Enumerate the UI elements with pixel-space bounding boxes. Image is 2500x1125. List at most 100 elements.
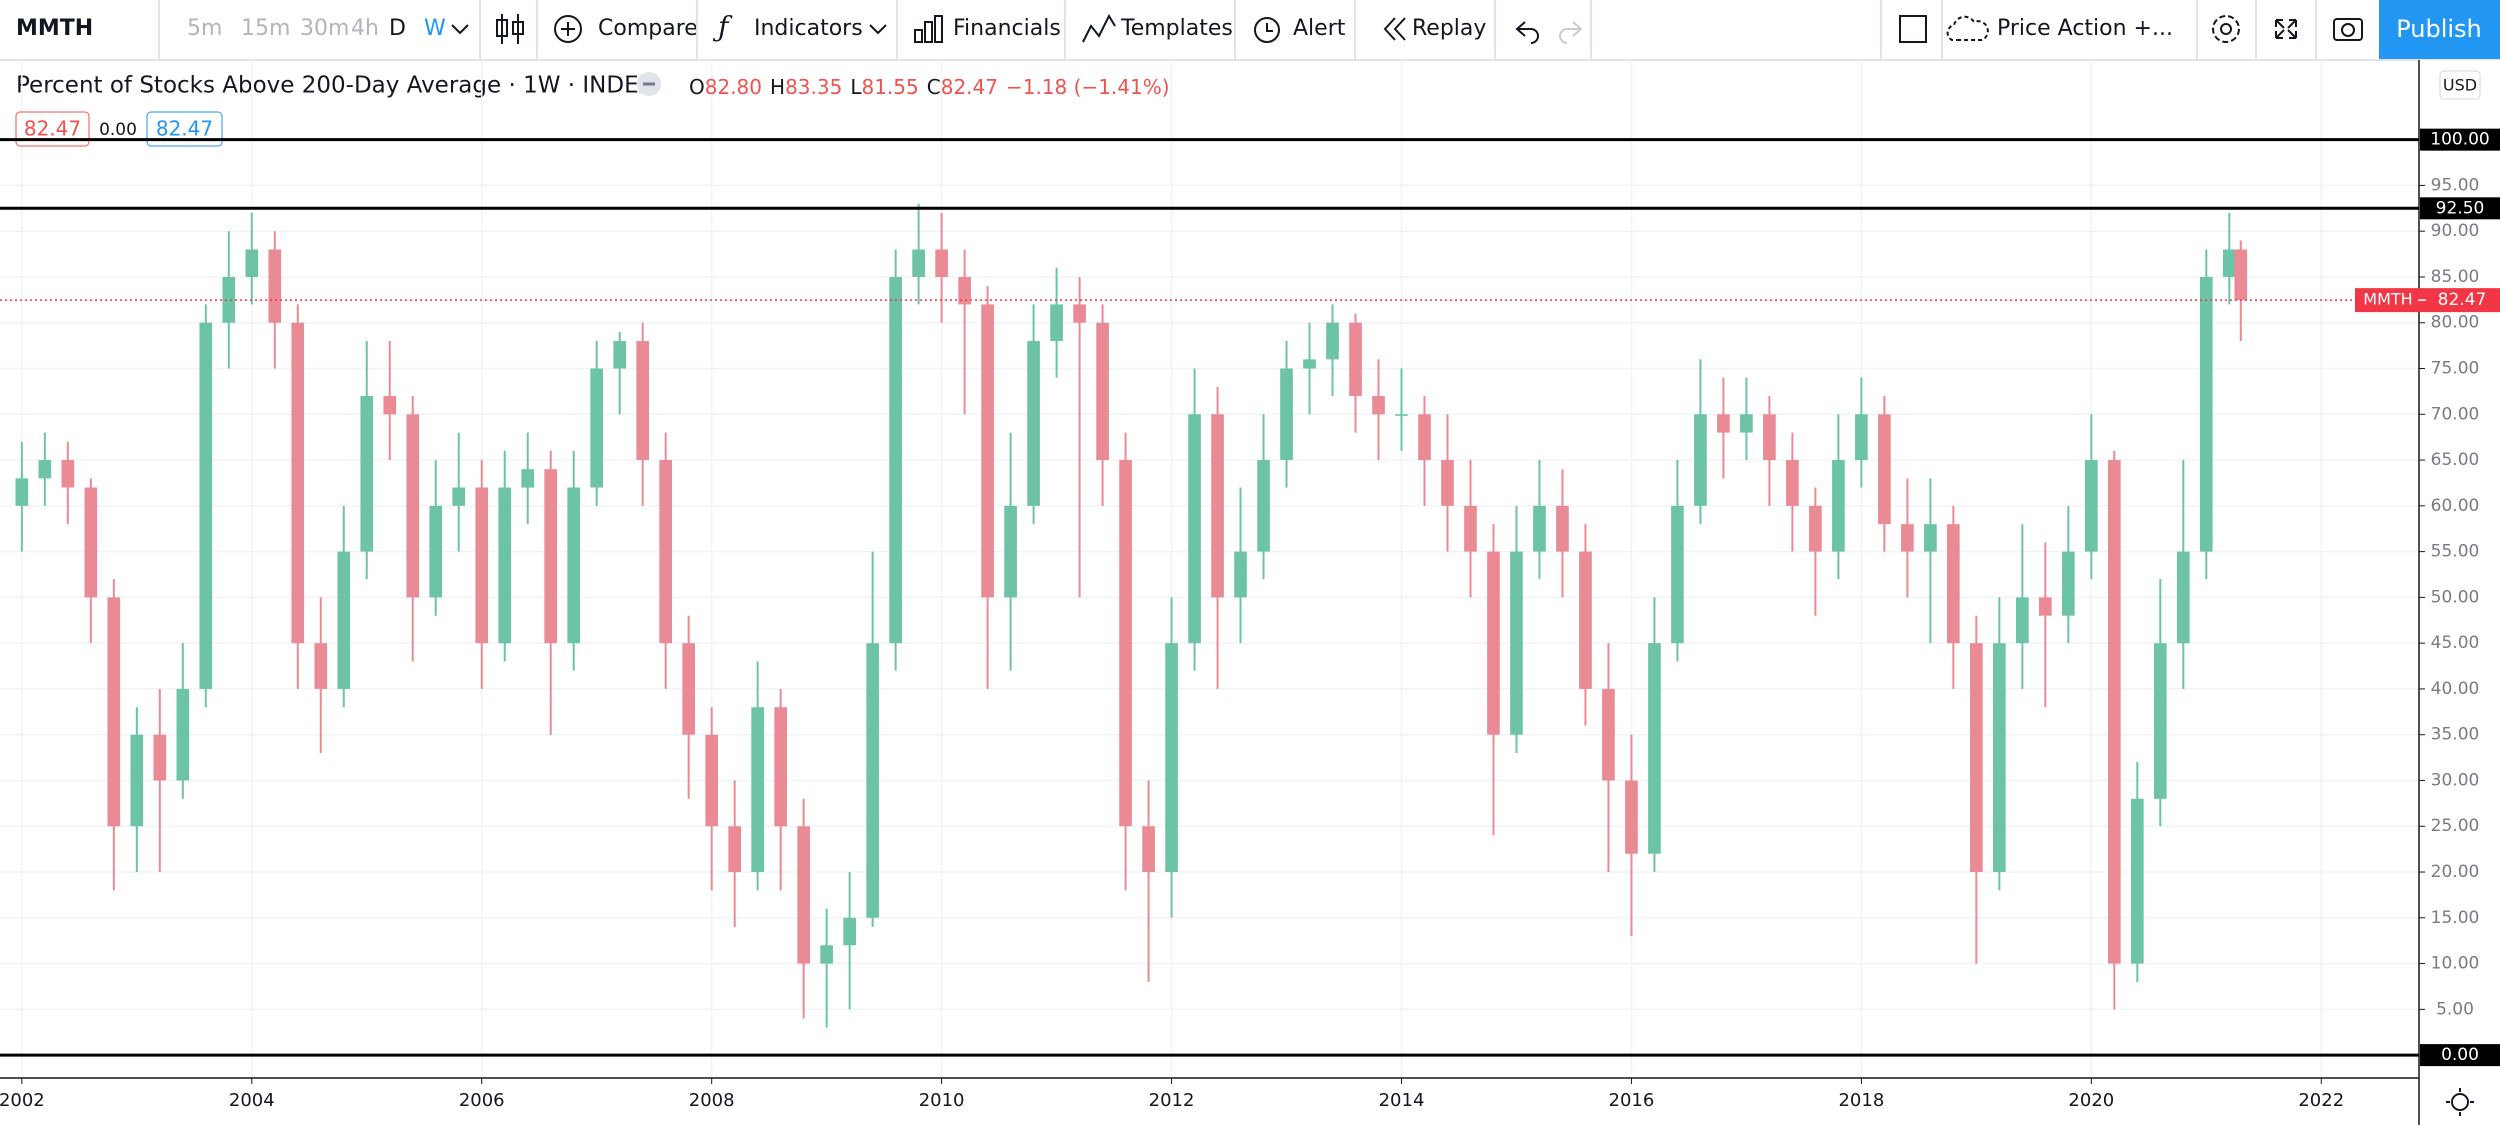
ohlc-value: 81.55 [861,75,918,99]
candle-body [337,551,351,689]
last-price-box [2355,288,2500,313]
candle-body [1487,551,1500,735]
toolbar-button[interactable]: Templates [1120,16,1233,41]
candle-body [1349,322,1362,396]
candle-body [958,276,971,305]
candle-body [1625,780,1638,854]
compare-icon[interactable] [554,15,582,43]
ohlc-value: 82.47 [941,75,998,99]
candle-body [1694,414,1707,506]
interval[interactable]: W [424,16,446,41]
level-label: 0.00 [2441,1045,2479,1065]
chart-type-icon[interactable] [496,14,524,44]
toolbar-button[interactable]: Indicators [754,16,863,41]
candle-body [107,597,121,827]
candle-body [1878,414,1891,525]
candle-body [1533,505,1546,552]
candle-body [2176,551,2190,644]
candle-body [1004,505,1017,598]
layout-cloud-icon[interactable] [1946,15,1989,41]
candle-body [1786,460,1799,506]
candle-body [1855,414,1868,461]
x-tick-label: 2010 [919,1090,965,1111]
candle-body [1096,322,1109,461]
alert-icon[interactable] [1254,17,1280,43]
candle-body [84,487,98,598]
candle-body [153,734,167,781]
toolbar-button[interactable]: Compare [598,16,698,41]
candle-body [613,341,627,369]
x-tick-label: 2006 [459,1090,505,1111]
interval[interactable]: 5m [187,16,222,41]
candle-body [2016,597,2029,644]
candle-body [429,505,443,598]
publish-button[interactable] [2379,0,2500,59]
candle-body [774,707,787,827]
candle-body [406,414,420,598]
candle-body [544,469,558,644]
interval-dropdown[interactable] [451,24,469,35]
candle-body [728,826,741,873]
replay-icon[interactable] [1383,17,1406,41]
candle-body [15,478,29,506]
publish-label[interactable]: Publish [2396,15,2482,43]
candle-body [1395,414,1408,416]
candle-body [1970,643,1983,873]
y-tick-label: 35.00 [2431,725,2480,745]
interval[interactable]: 4h [351,16,379,41]
symbol[interactable]: MMTH [16,16,93,41]
candle-body [590,368,604,488]
candle-body [820,945,833,964]
price-axis [2419,60,2500,1125]
candle-body [866,643,879,918]
candle-body [176,688,190,781]
candle-body [1763,414,1776,461]
interval[interactable]: 15m [241,16,290,41]
candle-body [1372,395,1385,415]
currency-box[interactable] [2439,70,2481,100]
drawing-icon[interactable] [1899,15,1927,43]
candle-body [475,487,489,644]
snapshot-icon[interactable] [2333,18,2363,41]
candle-body [1556,505,1569,552]
layout-name[interactable]: Price Action +... [1997,16,2173,41]
candle-body [1027,341,1040,506]
indicators-icon[interactable]: ƒ [712,11,733,44]
candle-body [751,707,764,873]
y-tick-label: 45.00 [2431,633,2480,653]
candle-body [1510,551,1523,735]
candle-body [636,341,650,461]
interval[interactable]: 30m [300,16,349,41]
legend-badge [146,111,223,147]
candle-body [1671,505,1684,644]
candle-body [912,249,925,277]
axis-settings-icon[interactable] [2446,1088,2474,1116]
level-label-box [2420,197,2500,220]
indicators-dropdown[interactable] [869,24,887,35]
financials-icon[interactable] [914,15,943,43]
settings-icon[interactable] [2212,15,2240,43]
y-tick-label: 90.00 [2431,221,2480,241]
candle-body [61,460,75,488]
candle-body [1280,368,1293,461]
x-tick-label: 2022 [2298,1090,2344,1111]
templates-icon[interactable] [1082,13,1116,43]
candle-body [1326,322,1339,360]
toolbar-button[interactable]: Alert [1293,16,1346,41]
interval[interactable]: D [389,16,406,41]
y-tick-label: 15.00 [2431,908,2480,928]
x-tick-label: 2012 [1149,1090,1195,1111]
toolbar-button[interactable]: Financials [953,16,1061,41]
candle-body [1464,505,1477,552]
candle-body [383,395,397,415]
toolbar-button[interactable]: Replay [1412,16,1486,41]
undo-icon[interactable] [1515,21,1539,44]
candle-body [1924,524,1937,552]
legend-badge [15,111,90,147]
y-tick-label: 60.00 [2431,496,2480,516]
candle-body [935,249,948,277]
candle-body [2085,460,2098,552]
fullscreen-icon[interactable] [2275,19,2297,39]
candle-body [498,487,512,644]
